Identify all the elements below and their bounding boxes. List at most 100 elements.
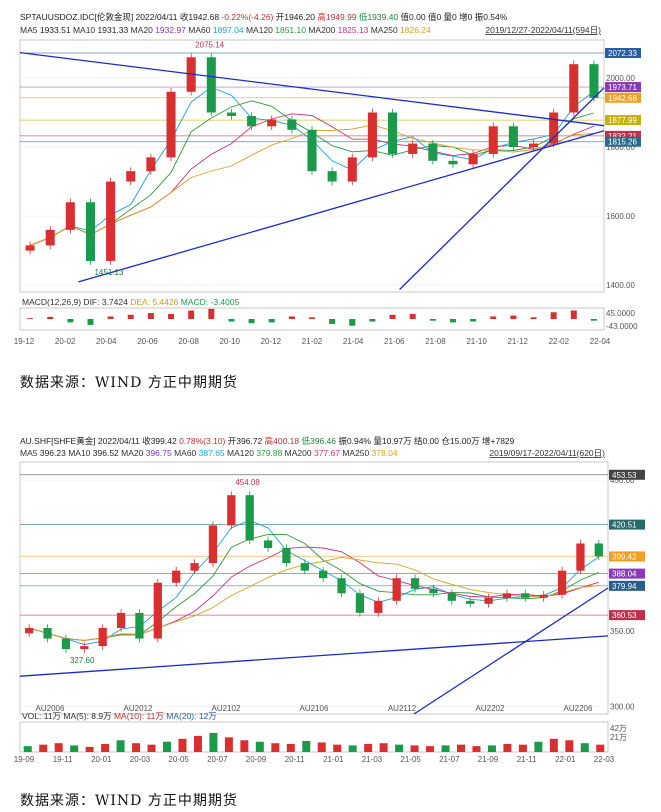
candle-body [319,570,328,579]
candle-body [528,143,539,148]
ma-value-ma250: 1826.24 [400,25,431,35]
header-field-2: 收399.42 [140,436,177,446]
x-tick-label: 21-09 [478,755,499,764]
volume-bar [271,743,280,752]
header-field-5: 高400.18 [262,436,299,446]
volume-bar [147,744,156,752]
header-field-1: 2022/04/11 [96,436,141,446]
price-tag-label: 420.51 [612,521,637,530]
x-tick-label: 21-03 [362,755,383,764]
header-field-7: 值0.00 值0 量0 增0 振0.54% [398,12,508,22]
trendline [19,635,609,677]
macd-bar [127,314,134,319]
price-tag-label: 399.42 [612,552,637,561]
volume-bar [565,740,574,752]
candle-body [106,181,116,261]
x-tick-label: 21-08 [425,337,446,346]
volume-bar [286,743,295,752]
x-tick-label: 21-05 [400,755,421,764]
candle-body [327,171,337,182]
price-tag-box [605,92,641,103]
candle-body [208,525,218,564]
ma-value-ma120: 1851.10 [275,25,306,35]
ma-legend: MA5 396.23 MA10 396.52 MA20 396.75 MA60 … [20,448,398,458]
candle-body [116,612,126,628]
candle-body [146,157,156,172]
extreme-label-low: 327.60 [70,656,95,665]
volume-field-1: MA(5): 8.9万 [61,711,112,721]
volume-bar [101,743,110,752]
macd-bar [449,319,456,323]
candle-body [428,143,438,161]
extreme-label-high: 454.08 [235,478,260,487]
ma-name-ma5: MA5 [20,25,40,35]
y-tick-label: 350.00 [610,627,635,636]
x-tick-label: 20-11 [285,755,305,764]
candle-body [153,582,162,639]
macd-field-1: DIF: 3.7424 [81,297,128,307]
candle-body [539,594,548,598]
ma-value-ma60: 387.65 [199,448,225,458]
candle-body [25,245,35,251]
volume-bar [132,743,141,752]
y-tick-label: 1600.00 [606,212,635,221]
volume-field-0: VOL: 11万 [22,711,61,721]
header-field-4: 开1946.20 [273,12,315,22]
candle-body [557,570,567,595]
ma-name-ma60: MA60 [186,25,213,35]
ma-value-ma20: 396.75 [146,448,172,458]
y-tick-label: 450.00 [610,476,635,485]
macd-bar [570,310,577,319]
price-tag-box [609,610,645,621]
macd-bar [107,316,114,319]
x-tick-label: 21-11 [517,755,537,764]
macd-bar [268,319,275,323]
ma-name-ma200: MA200 [282,448,314,458]
macd-bar [369,319,376,322]
candle-body [521,593,530,598]
candle-body [300,563,309,571]
ma-name-ma20: MA20 [119,448,146,458]
volume-bar [23,746,32,752]
macd-tick-label: 45.0000 [606,309,635,318]
macd-bar [27,318,34,319]
price-tag-box [609,551,645,562]
ma-value-ma10: 1931.33 [98,25,129,35]
contract-label: AU2106 [300,704,329,713]
candle-body [61,638,71,650]
candle-body [484,597,493,604]
trendline [19,51,605,127]
macd-bar [490,316,497,319]
candle-body [347,157,357,182]
volume-bar [209,732,218,752]
volume-bar [457,744,465,752]
london-gold-chart: SPTAUUSDOZ.IDC[伦敦金现] 2022/04/11 收1942.68… [14,12,641,346]
ma-value-ma200: 377.67 [314,448,340,458]
y-tick-label: 2000.00 [606,74,635,83]
candle-body [85,202,96,261]
y-tick-label: 1800.00 [606,143,635,152]
macd-bar [530,317,537,319]
x-tick-label: 20-10 [219,337,240,346]
price-tag-label: 453.53 [612,471,637,480]
header-field-5: 高1949.99 [315,12,357,22]
x-tick-label: 21-04 [343,337,364,346]
x-tick-label: 21-01 [323,755,344,764]
contract-label: AU2112 [388,704,417,713]
candle-body [374,600,383,613]
ma-name-ma120: MA120 [244,25,276,35]
ma-name-ma10: MA10 [66,448,93,458]
ma-value-ma10: 396.52 [93,448,119,458]
price-tag-label: 379.94 [612,582,637,591]
candle-body [287,119,297,130]
candle-body [282,548,291,564]
macd-bar [228,319,235,322]
price-tag-box [609,580,645,591]
sub-panel-frame [19,307,605,331]
candle-body [576,543,585,571]
candle-body [569,64,579,113]
volume-bar [70,745,79,752]
macd-bar [550,312,557,319]
candle-body [43,627,52,639]
date-range-label: 2019/12/27-2022/04/11(594日) [485,25,601,35]
